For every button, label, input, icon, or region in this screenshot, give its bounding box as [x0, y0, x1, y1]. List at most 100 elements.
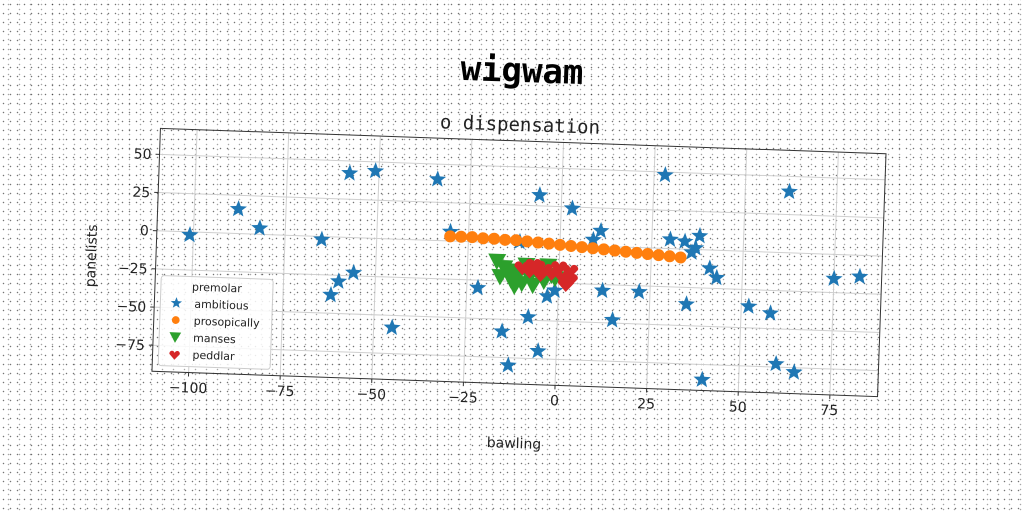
point-prosopically: [466, 231, 479, 244]
point-ambitious: [383, 318, 401, 336]
x-tick-label: −50: [356, 386, 386, 403]
y-tick-label: −75: [115, 337, 145, 354]
point-ambitious: [341, 164, 359, 181]
point-ambitious: [593, 281, 612, 299]
legend-title: premolar: [192, 281, 243, 296]
chart-subtitle: o dispensation: [440, 111, 601, 139]
point-ambitious: [529, 342, 547, 359]
legend-entry-peddlar: peddlar: [192, 349, 235, 363]
point-prosopically: [532, 236, 545, 249]
point-manses: [524, 277, 543, 295]
point-ambitious: [701, 259, 719, 276]
legend-entry-ambitious: ambitious: [194, 298, 249, 313]
point-peddlar: [551, 261, 568, 275]
point-ambitious: [825, 269, 843, 287]
y-tick-label: −50: [116, 299, 146, 316]
point-prosopically: [674, 251, 687, 264]
point-ambitious: [691, 226, 709, 244]
point-prosopically: [597, 243, 610, 256]
point-ambitious: [546, 281, 564, 298]
x-gridline: [279, 132, 290, 376]
y-gridline: [159, 153, 886, 181]
legend-marker-ambitious: [170, 297, 183, 308]
y-tick-label: 25: [132, 185, 150, 202]
x-gridline: [462, 139, 473, 383]
y-tick-label: −25: [118, 261, 148, 278]
point-prosopically: [499, 233, 512, 246]
grid: [152, 129, 886, 395]
point-prosopically: [553, 238, 566, 251]
plot-area: −100 −75 −50 −25 0 25 50 75 −75 −50 −25 0 25 50 premo…: [115, 127, 887, 420]
x-gridline: [737, 148, 748, 392]
point-ambitious: [693, 370, 711, 388]
point-ambitious: [687, 239, 705, 256]
x-tick-label: −25: [448, 390, 478, 407]
y-axis-label: panelists: [83, 224, 101, 287]
point-ambitious: [251, 219, 269, 236]
legend-entry-prosopically: prosopically: [194, 315, 261, 330]
point-peddlar: [562, 264, 579, 279]
point-ambitious: [531, 186, 549, 203]
point-ambitious: [676, 232, 694, 249]
point-ambitious: [181, 225, 199, 243]
point-prosopically: [630, 246, 643, 259]
point-prosopically: [521, 235, 534, 248]
point-ambitious: [313, 230, 331, 247]
point-ambitious: [761, 304, 780, 321]
point-manses: [505, 278, 524, 296]
point-ambitious: [584, 230, 602, 248]
point-ambitious: [708, 268, 726, 286]
point-ambitious: [563, 199, 581, 217]
point-prosopically: [619, 245, 632, 258]
point-prosopically: [444, 230, 457, 243]
point-ambitious: [780, 182, 798, 200]
point-ambitious: [785, 363, 803, 380]
point-ambitious: [661, 230, 679, 247]
legend-marker-peddlar: [169, 350, 180, 360]
point-ambitious: [493, 322, 511, 339]
legend-entry-manses: manses: [193, 332, 236, 346]
legend-marker-manses: [169, 332, 182, 343]
point-ambitious: [767, 355, 785, 372]
point-prosopically: [652, 249, 665, 262]
point-prosopically: [586, 242, 599, 255]
chart-title: wigwam: [460, 49, 584, 93]
point-prosopically: [455, 230, 468, 243]
legend-marker-prosopically: [171, 316, 180, 324]
x-tick-label: 0: [550, 393, 559, 409]
point-ambitious: [656, 166, 674, 183]
point-ambitious: [330, 272, 348, 289]
point-prosopically: [575, 241, 588, 254]
point-prosopically: [663, 250, 676, 263]
point-ambitious: [538, 287, 556, 304]
point-ambitious: [630, 282, 648, 300]
y-gridline: [154, 306, 880, 333]
x-gridline: [646, 145, 656, 389]
ticks: −100 −75 −50 −25 0 25 50 75 −75 −50 −25 0 25 50: [115, 146, 838, 420]
x-tick-label: 25: [637, 396, 655, 413]
point-peddlar: [525, 258, 542, 273]
point-ambitious: [499, 356, 517, 373]
y-gridline: [152, 344, 879, 372]
point-prosopically: [542, 237, 555, 250]
point-ambitious: [345, 263, 363, 281]
point-ambitious: [229, 200, 247, 217]
point-ambitious: [740, 297, 758, 314]
point-ambitious: [603, 311, 622, 328]
point-ambitious: [366, 162, 385, 179]
point-ambitious: [429, 170, 447, 187]
point-prosopically: [488, 232, 501, 245]
point-ambitious: [469, 278, 487, 296]
point-prosopically: [641, 247, 654, 260]
point-peddlar: [532, 268, 549, 282]
point-prosopically: [564, 239, 577, 252]
legend: premolar ambitious prosopically manses peddl…: [157, 275, 274, 370]
point-prosopically: [477, 232, 490, 245]
point-prosopically: [510, 234, 523, 247]
x-tick-label: 50: [729, 399, 747, 416]
x-tick-label: 75: [820, 403, 838, 420]
data-marks: [181, 162, 869, 388]
x-tick-label: −75: [265, 383, 295, 400]
y-tick-label: 50: [133, 146, 151, 163]
plot-frame: [151, 127, 887, 398]
